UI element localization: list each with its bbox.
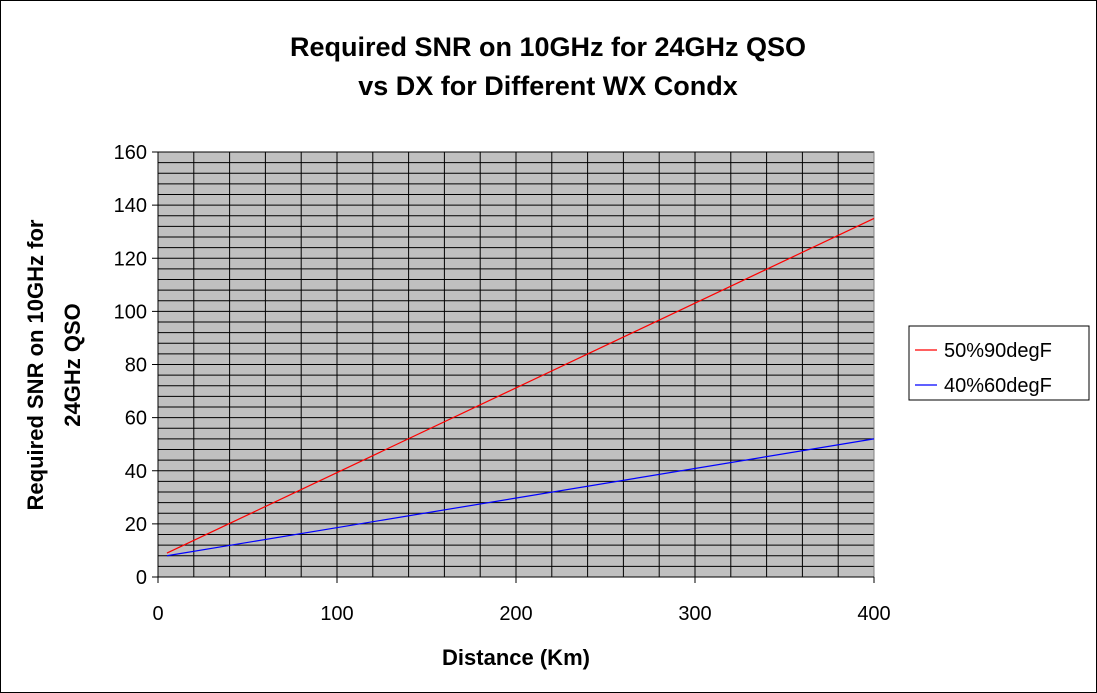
y-tick-label: 140 (114, 195, 147, 217)
y-axis-title-line-2: 24GHz QSO (60, 303, 85, 426)
axes: 0 20 40 60 80 100 120 140 160 0 100 200 300 400 (114, 142, 891, 625)
x-tick-label: 200 (499, 603, 532, 625)
y-tick-label: 0 (136, 567, 147, 589)
chart-title-line-1: Required SNR on 10GHz for 24GHz QSO (290, 32, 806, 62)
series-line-40-60degf (166, 438, 875, 557)
x-tick-label: 300 (678, 603, 711, 625)
x-tick-label: 0 (152, 603, 163, 625)
chart-title-line-2: vs DX for Different WX Condx (358, 71, 738, 101)
y-tick-label: 100 (114, 301, 147, 323)
y-tick-label: 20 (125, 514, 147, 536)
y-axis-title-line-1: Required SNR on 10GHz for (23, 219, 48, 510)
x-tick-label: 400 (857, 603, 890, 625)
y-tick-label: 60 (125, 408, 147, 430)
y-tick-label: 40 (125, 461, 147, 483)
y-tick-label: 160 (114, 142, 147, 164)
gridlines (158, 151, 875, 577)
legend-box (908, 325, 1090, 401)
legend-label: 50%90degF (944, 340, 1052, 362)
x-axis-title: Distance (Km) (442, 645, 590, 670)
x-tick-label: 100 (320, 603, 353, 625)
series-line-50-90degf (166, 217, 875, 554)
y-tick-label: 120 (114, 248, 147, 270)
legend-label: 40%60degF (944, 375, 1052, 397)
y-tick-label: 80 (125, 355, 147, 377)
legend: 50%90degF 40%60degF (908, 325, 1090, 401)
series-lines (166, 217, 875, 557)
